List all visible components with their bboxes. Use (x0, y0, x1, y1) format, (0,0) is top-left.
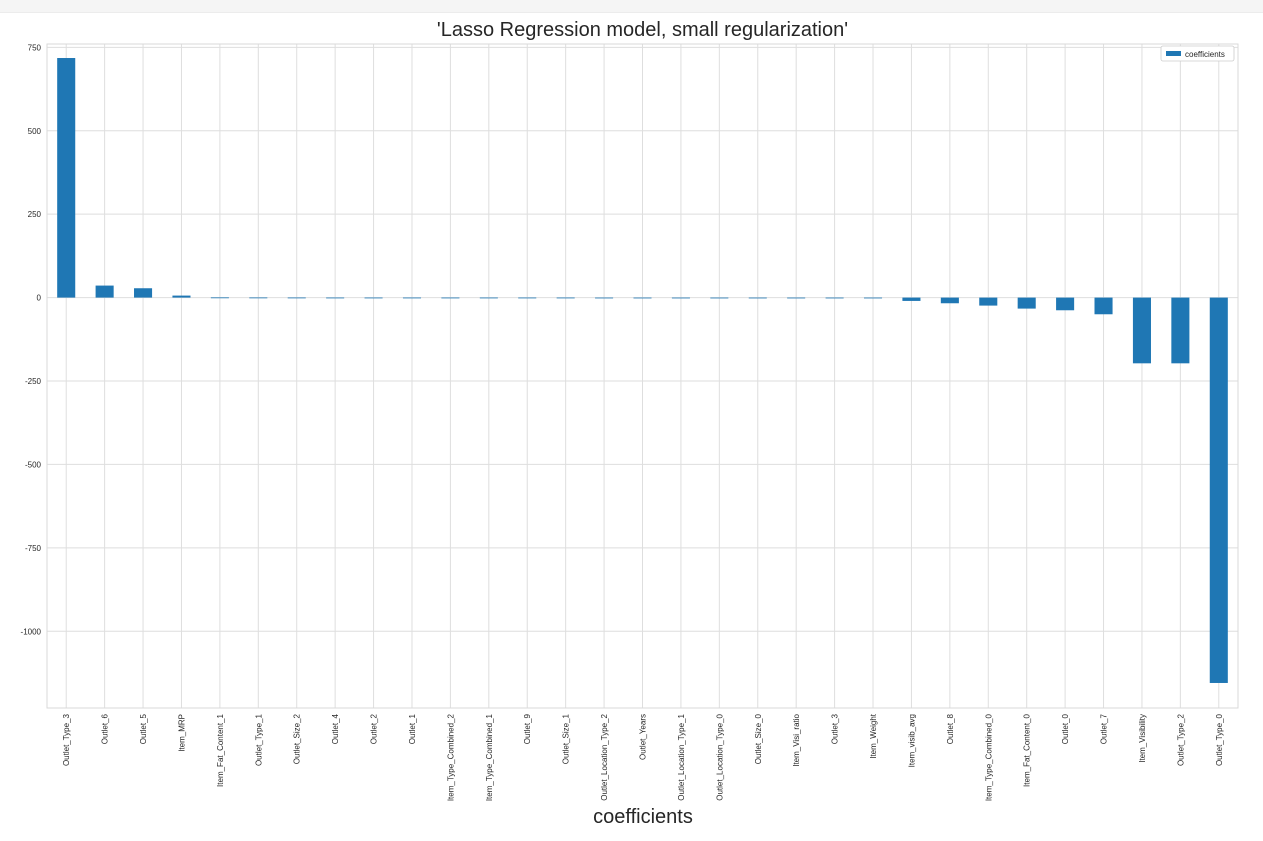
y-tick-label: -1000 (21, 627, 42, 636)
bar (402, 297, 422, 299)
x-tick-label: Outlet_2 (370, 713, 379, 744)
x-tick-label: Outlet_Location_Type_2 (600, 713, 609, 800)
bar (1056, 297, 1075, 311)
x-tick-label: Item_MRP (177, 714, 186, 752)
bar (1171, 297, 1190, 364)
bar (748, 297, 767, 299)
x-tick-label: Outlet_3 (831, 713, 840, 744)
bar (595, 297, 614, 299)
x-axis-label: coefficients (593, 806, 693, 828)
bar (479, 297, 498, 299)
bar (441, 297, 460, 299)
bar (633, 297, 652, 299)
y-tick-label: -750 (25, 544, 42, 553)
x-tick-label: Item_Weight (869, 713, 878, 759)
plot-frame (46, 43, 1239, 709)
x-tick-label: Outlet_Type_0 (1215, 713, 1224, 766)
bar (710, 297, 729, 299)
x-tick-label: Outlet_Years (639, 714, 648, 760)
x-tick-label: Outlet_Size_0 (754, 713, 763, 764)
grid-lines (47, 44, 1238, 708)
bar (287, 297, 306, 299)
x-tick-label: Outlet_Type_2 (1176, 713, 1185, 766)
bar (326, 297, 345, 299)
bar (787, 297, 806, 299)
x-tick-label: Outlet_5 (139, 713, 148, 744)
x-tick-label: Outlet_Size_1 (562, 713, 571, 764)
x-tick-label: Outlet_Type_1 (254, 713, 263, 766)
bar (556, 297, 575, 299)
x-tick-label: Outlet_Location_Type_0 (715, 713, 724, 800)
bar (863, 297, 883, 299)
legend-label: coefficients (1185, 50, 1225, 59)
x-tick-label: Outlet_Size_2 (293, 713, 302, 764)
x-tick-label: Item_Fat_Content_1 (216, 713, 225, 786)
bar (1209, 297, 1228, 683)
bar (940, 297, 959, 304)
bar (95, 285, 114, 298)
y-tick-label: -250 (25, 377, 42, 386)
legend-box (1160, 45, 1235, 62)
x-tick-label: Item_Fat_Content_0 (1023, 713, 1032, 786)
bar (57, 58, 76, 298)
bar (902, 297, 921, 301)
y-tick-label: 250 (28, 210, 42, 219)
x-tick-label: Item_Type_Combined_1 (485, 713, 494, 801)
bar (671, 297, 690, 299)
x-tick-label: Outlet_Type_3 (62, 713, 71, 766)
x-tick-label: Item_Visi_ratio (792, 713, 801, 766)
x-tick-label: Item_visib_avg (907, 714, 916, 767)
x-tick-label: Outlet_1 (408, 713, 417, 744)
bar (364, 297, 383, 299)
bar (172, 295, 191, 298)
chart-title: 'Lasso Regression model, small regulariz… (437, 19, 848, 41)
bar (979, 297, 998, 306)
bar (518, 297, 537, 299)
bar (249, 297, 268, 299)
bars (57, 58, 1228, 683)
x-tick-label: Item_Visibility (1138, 714, 1147, 763)
bar (825, 297, 844, 299)
x-tick-label: Item_Type_Combined_0 (984, 713, 993, 801)
bar (1017, 297, 1036, 309)
bar (134, 288, 153, 298)
x-tick-label: Outlet_8 (946, 713, 955, 744)
x-tick-label: Outlet_0 (1061, 713, 1070, 744)
y-tick-label: 0 (37, 294, 42, 303)
bar (1094, 297, 1113, 315)
legend: coefficients (1160, 45, 1235, 62)
x-tick-label: Outlet_4 (331, 713, 340, 744)
x-tick-label: Outlet_9 (523, 713, 532, 744)
window-top-bar (0, 0, 1263, 13)
x-tick-label: Item_Type_Combined_2 (446, 713, 455, 801)
y-tick-label: -500 (25, 460, 42, 469)
x-tick-label: Outlet_7 (1100, 713, 1109, 744)
bar (210, 297, 229, 299)
x-tick-labels: Outlet_Type_3 Outlet_6 Outlet_5 Item_MRP Ite… (62, 713, 1224, 801)
y-tick-label: 500 (28, 127, 42, 136)
x-tick-label: Outlet_Location_Type_1 (677, 713, 686, 800)
x-tick-label: Outlet_6 (101, 713, 110, 744)
bar (1132, 297, 1151, 364)
y-tick-label: 750 (28, 43, 42, 52)
legend-swatch (1166, 51, 1181, 56)
y-tick-labels: 750 500 250 0 -250 -500 -750 -1000 (21, 43, 42, 636)
